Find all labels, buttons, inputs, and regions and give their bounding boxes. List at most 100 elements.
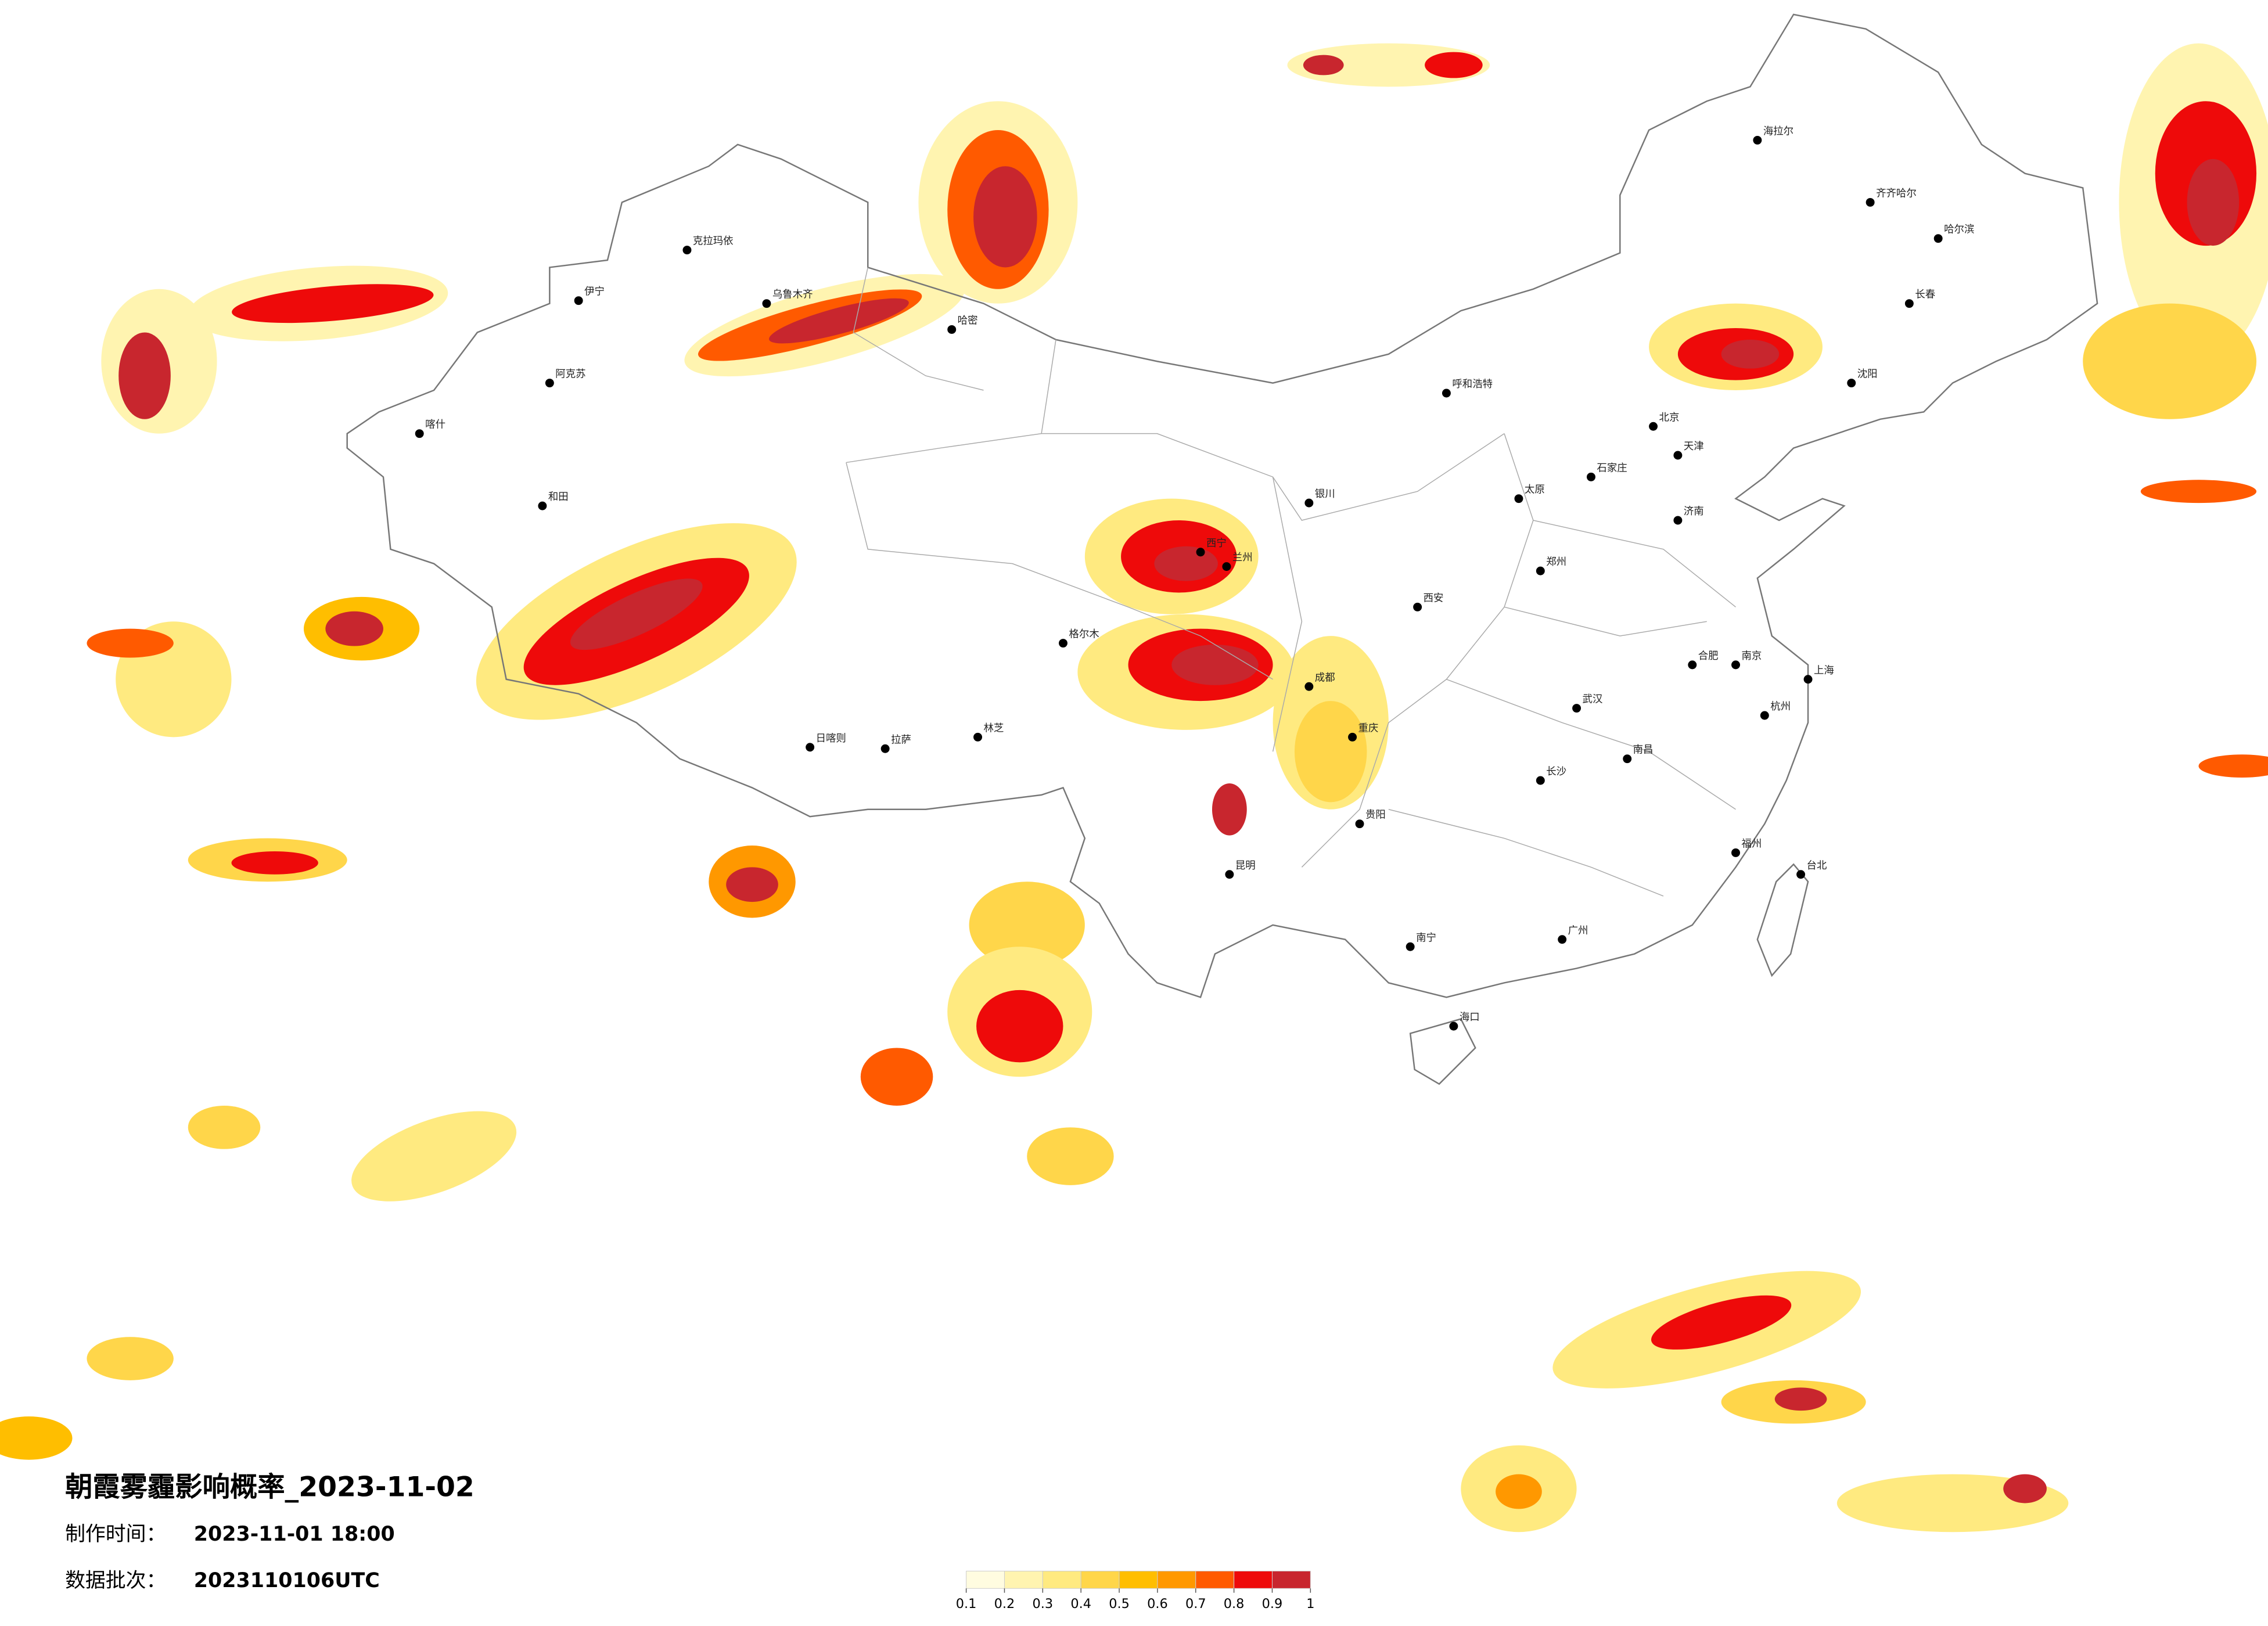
city-dot [1803, 675, 1813, 684]
city-dot [1355, 819, 1364, 829]
colorbar-segment [1234, 1570, 1273, 1589]
city-label: 兰州 [1232, 552, 1253, 564]
city-dot [973, 732, 983, 742]
colorbar-segment [1004, 1570, 1043, 1589]
city-label: 南京 [1741, 650, 1762, 662]
city-dot [1623, 754, 1632, 764]
city-dot [1731, 660, 1740, 670]
city-label: 克拉玛依 [693, 236, 734, 247]
haze-patch [1425, 52, 1483, 78]
city-label: 西宁 [1206, 538, 1227, 549]
haze-patch [570, 578, 703, 650]
city-label: 上海 [1814, 665, 1834, 677]
colorbar-segment [966, 1570, 1005, 1589]
city-label: 日喀则 [816, 733, 846, 744]
haze-patch [1294, 701, 1367, 803]
haze-patch [1721, 339, 1780, 369]
haze-patch [118, 332, 171, 419]
haze-patch [1774, 1387, 1827, 1411]
city-dot [682, 246, 692, 255]
city-dot [1760, 711, 1769, 720]
city-label: 济南 [1684, 506, 1704, 517]
haze-patch [2198, 754, 2268, 778]
colorbar-tick-label: 0.3 [1033, 1596, 1054, 1611]
colorbar-tick-label: 0.9 [1262, 1596, 1283, 1611]
city-dot [545, 379, 554, 388]
colorbar-segment [1195, 1570, 1235, 1589]
city-label: 长沙 [1546, 766, 1566, 778]
city-label: 海口 [1460, 1012, 1480, 1023]
haze-patch [1154, 546, 1218, 581]
city-label: 福州 [1741, 839, 1762, 850]
city-label: 和田 [548, 491, 569, 503]
city-label: 石家庄 [1597, 462, 1627, 474]
city-dot [1304, 498, 1314, 508]
city-dot [1536, 776, 1545, 785]
colorbar-tick-label: 0.1 [956, 1596, 977, 1611]
haze-patch [2140, 480, 2257, 503]
colorbar-segment [1157, 1570, 1196, 1589]
city-label: 成都 [1315, 672, 1335, 684]
haze-patch [2083, 303, 2257, 419]
colorbar-tick-label: 0.6 [1147, 1596, 1168, 1611]
city-dot [1731, 848, 1740, 857]
city-label: 西安 [1424, 592, 1444, 604]
colorbar-tick-label: 0.7 [1185, 1596, 1206, 1611]
city-label: 哈尔滨 [1944, 224, 1974, 236]
city-dot [1673, 516, 1683, 525]
haze-patch [1496, 1474, 1542, 1509]
city-dot [1847, 379, 1856, 388]
city-label: 南宁 [1416, 932, 1436, 944]
haze-patch [1303, 55, 1344, 75]
colorbar-tick-label: 0.8 [1224, 1596, 1245, 1611]
made-time-value: 2023-11-01 18:00 [194, 1523, 395, 1546]
city-label: 林芝 [983, 722, 1004, 734]
haze-patch [1651, 1295, 1792, 1350]
colorbar-segment [1042, 1570, 1081, 1589]
haze-patch [325, 611, 383, 646]
haze-field [0, 43, 2268, 1533]
province-lines [846, 267, 1736, 897]
city-dot [1449, 1021, 1458, 1031]
colorbar-tick-label: 0.2 [994, 1596, 1015, 1611]
city-label: 哈密 [958, 315, 978, 327]
city-dot [1933, 234, 1943, 243]
city-dot [1406, 942, 1415, 951]
city-dot [1572, 704, 1582, 713]
city-label: 拉萨 [891, 734, 911, 746]
city-dot [538, 501, 547, 510]
city-label: 乌鲁木齐 [772, 289, 813, 301]
city-dot [574, 296, 583, 305]
colorbar-segment [1119, 1570, 1158, 1589]
city-dot [1587, 472, 1595, 481]
haze-patch [769, 298, 909, 344]
haze-patch [2003, 1474, 2047, 1503]
city-label: 阿克苏 [555, 369, 585, 380]
city-label: 呼和浩特 [1452, 379, 1493, 390]
colorbar-tick-label: 1 [1306, 1596, 1314, 1611]
city-dot [1196, 548, 1205, 557]
colorbar-segment [1271, 1570, 1311, 1589]
city-dot [880, 744, 890, 753]
haze-patch [969, 882, 1085, 969]
china-outline [346, 13, 2098, 998]
map-title: 朝霞雾霾影响概率_2023-11-02 [65, 1472, 475, 1503]
city-label: 格尔木 [1069, 629, 1099, 641]
city-dot [415, 429, 424, 438]
hainan [1409, 1018, 1476, 1085]
haze-patch [1212, 783, 1247, 836]
colorbar: 0.1 0.2 0.3 0.4 0.5 0.6 0.7 0.8 0.9 1 [956, 1570, 1314, 1611]
made-time-label: 制作时间： [65, 1523, 166, 1546]
city-label: 南昌 [1633, 744, 1654, 756]
city-dot [1304, 682, 1314, 691]
haze-patch [1027, 1127, 1114, 1185]
city-dot [1442, 388, 1451, 398]
taiwan [1756, 863, 1809, 977]
colorbar-tick-label: 0.4 [1070, 1596, 1091, 1611]
city-label: 海拉尔 [1763, 125, 1793, 137]
